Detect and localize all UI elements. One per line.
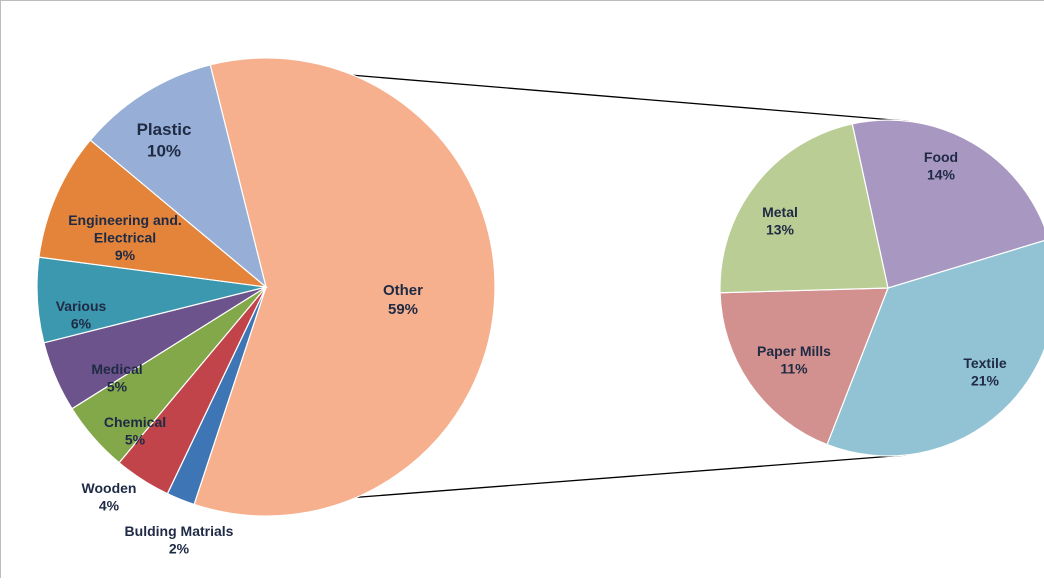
data-label-bulding-matrials: Bulding Matrials 2% <box>125 523 234 557</box>
data-label-food: Food 14% <box>924 149 958 183</box>
main-slice-plastic <box>89 64 268 289</box>
data-label-plastic: Plastic 10% <box>137 120 192 160</box>
data-label-engineering-and-electrical: Engineering and. Electrical 9% <box>68 212 182 263</box>
data-label-wooden: Wooden 4% <box>82 480 137 514</box>
main-slice-engineering-and-electrical <box>38 139 268 288</box>
breakout-slice-food <box>851 119 1044 289</box>
breakout-slice-paper-mills <box>719 287 889 446</box>
breakout-slice-textile <box>826 240 1044 457</box>
data-label-paper-mills: Paper Mills 11% <box>757 343 831 377</box>
data-label-other: Other 59% <box>383 282 423 318</box>
data-label-various: Various 6% <box>56 298 107 332</box>
main-slice-other <box>193 57 496 517</box>
data-label-medical: Medical 5% <box>91 361 142 395</box>
breakout-slice-metal <box>719 123 889 294</box>
data-label-chemical: Chemical 5% <box>104 414 166 448</box>
connector-line-bottom <box>264 454 906 506</box>
data-label-textile: Textile 21% <box>963 355 1007 389</box>
data-label-metal: Metal 13% <box>762 204 798 238</box>
